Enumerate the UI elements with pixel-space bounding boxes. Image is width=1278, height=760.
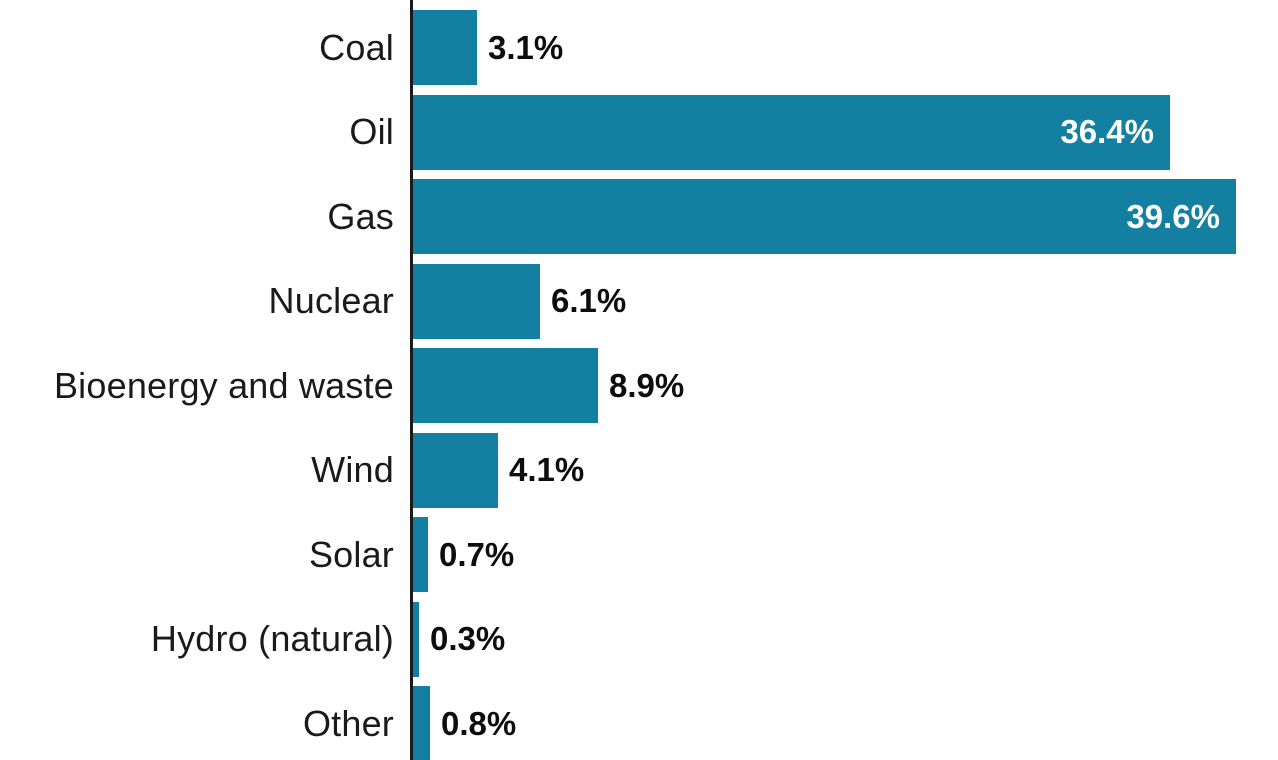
bar bbox=[413, 432, 498, 508]
value-label: 0.7% bbox=[439, 535, 515, 573]
value-label: 3.1% bbox=[488, 28, 564, 66]
bar bbox=[413, 10, 477, 85]
bar bbox=[413, 263, 540, 339]
value-label: 6.1% bbox=[551, 282, 627, 319]
bar bbox=[413, 94, 1170, 170]
bar-row: Gas 39.6% bbox=[0, 179, 1278, 254]
category-label: Solar bbox=[308, 533, 394, 575]
value-label: 39.6% bbox=[1126, 197, 1220, 235]
bar-row: Coal 3.1% bbox=[0, 10, 1278, 85]
category-label: Bioenergy and waste bbox=[53, 364, 394, 406]
y-axis-line bbox=[410, 0, 413, 760]
bar bbox=[413, 179, 1236, 254]
category-label: Coal bbox=[319, 26, 394, 68]
category-label: Nuclear bbox=[268, 280, 394, 321]
bar-row: Nuclear 6.1% bbox=[0, 263, 1278, 339]
bar-row: Oil 36.4% bbox=[0, 94, 1278, 170]
bar bbox=[413, 686, 430, 760]
value-label: 0.8% bbox=[441, 704, 517, 742]
value-label: 36.4% bbox=[1060, 113, 1154, 150]
bar bbox=[413, 601, 419, 677]
bar-row: Hydro (natural) 0.3% bbox=[0, 601, 1278, 677]
bar bbox=[413, 348, 598, 423]
category-label: Gas bbox=[327, 195, 394, 237]
bar-row: Other 0.8% bbox=[0, 686, 1278, 760]
bar-row: Bioenergy and waste 8.9% bbox=[0, 348, 1278, 423]
bar bbox=[413, 517, 428, 592]
bar-row: Wind 4.1% bbox=[0, 432, 1278, 508]
category-label: Oil bbox=[349, 111, 394, 152]
bar-row: Solar 0.7% bbox=[0, 517, 1278, 592]
category-label: Hydro (natural) bbox=[150, 618, 394, 659]
category-label: Wind bbox=[311, 449, 394, 490]
value-label: 4.1% bbox=[509, 451, 585, 488]
category-label: Other bbox=[302, 702, 394, 744]
value-label: 0.3% bbox=[430, 620, 506, 657]
value-label: 8.9% bbox=[609, 366, 685, 404]
